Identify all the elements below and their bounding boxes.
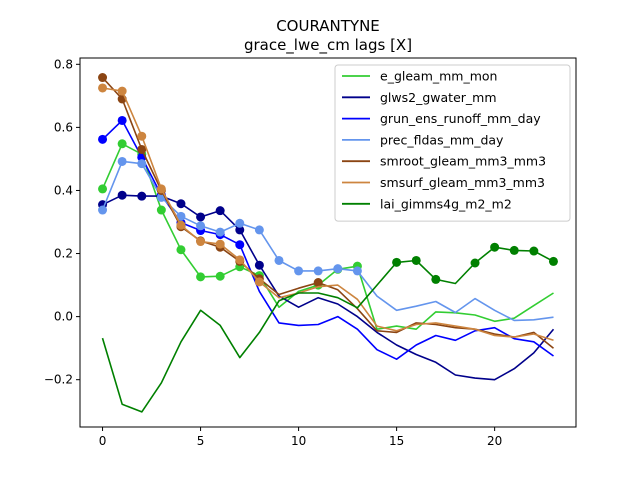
y-tick-label: 0.8 <box>54 57 73 71</box>
data-point <box>196 221 206 231</box>
y-axis: −0.2 0.0 0.2 0.4 0.6 0.8 <box>44 57 80 387</box>
data-point <box>176 199 186 209</box>
plot-frame <box>79 57 577 428</box>
legend-box <box>334 64 571 222</box>
legend-label: lai_gimms4g_m2_m2 <box>380 196 512 211</box>
x-tick-label: 0 <box>99 434 107 448</box>
data-point <box>470 258 480 268</box>
legend-label: smsurf_gleam_mm3_mm3 <box>380 175 545 190</box>
data-point <box>117 86 127 96</box>
data-point <box>117 156 127 166</box>
data-point <box>235 240 245 250</box>
data-point <box>176 211 186 221</box>
x-tick-label: 15 <box>389 434 404 448</box>
data-point <box>117 190 127 200</box>
data-point <box>509 245 519 255</box>
data-point <box>235 218 245 228</box>
legend-label: prec_fldas_mm_day <box>380 132 504 147</box>
x-axis: 0 5 10 15 20 <box>99 427 502 448</box>
data-point <box>333 264 343 274</box>
series-layer <box>98 73 558 413</box>
data-point <box>137 159 147 169</box>
data-point <box>137 191 147 201</box>
data-point <box>176 245 186 255</box>
legend-label: glws2_gwater_mm <box>380 90 497 105</box>
data-point <box>431 274 441 284</box>
data-point <box>98 205 108 215</box>
data-point <box>313 266 323 276</box>
data-point <box>411 255 421 265</box>
data-point <box>548 256 558 266</box>
data-point <box>235 225 245 235</box>
data-point <box>294 266 304 276</box>
data-point <box>196 212 206 222</box>
x-tick-label: 5 <box>197 434 205 448</box>
y-tick-label: 0.2 <box>54 247 73 261</box>
series-line-smsurf_gleam_mm3_mm3 <box>102 87 554 342</box>
data-point <box>176 220 186 230</box>
y-tick-label: −0.2 <box>44 373 73 387</box>
data-point <box>196 272 206 282</box>
data-point <box>117 115 127 125</box>
y-tick-label: 0.6 <box>54 120 73 134</box>
data-point <box>137 131 147 141</box>
data-point <box>529 246 539 256</box>
data-point <box>254 260 264 270</box>
data-point <box>98 184 108 194</box>
data-point <box>117 139 127 149</box>
legend-label: grun_ens_runoff_mm_day <box>380 111 541 126</box>
data-point <box>98 73 108 83</box>
data-point <box>274 255 284 265</box>
chart-subtitle: grace_lwe_cm lags [X] <box>244 36 412 55</box>
data-point <box>196 237 206 247</box>
y-tick-label: 0.4 <box>54 183 73 197</box>
series-line-e_gleam_mm_mon <box>101 143 554 331</box>
data-point <box>490 242 500 252</box>
data-point <box>215 206 225 216</box>
legend-label: e_gleam_mm_mon <box>380 69 497 84</box>
data-point <box>156 205 166 215</box>
legend-label: smroot_gleam_mm3_mm3 <box>380 154 546 169</box>
legend: e_gleam_mm_mon glws2_gwater_mm grun_ens_ru… <box>334 64 571 222</box>
series-line-glws2_gwater_mm <box>102 194 555 381</box>
data-point <box>313 278 323 288</box>
data-point <box>254 225 264 235</box>
data-point <box>156 184 166 194</box>
series-line-prec_fldas_mm_day <box>101 160 554 322</box>
data-point <box>98 83 108 93</box>
data-point <box>392 257 402 267</box>
data-point <box>215 239 225 249</box>
data-point <box>215 271 225 281</box>
data-point <box>235 255 245 265</box>
data-point <box>215 227 225 237</box>
data-point <box>137 144 147 154</box>
data-point <box>98 134 108 144</box>
data-point <box>254 277 264 287</box>
y-tick-label: 0.0 <box>54 310 73 324</box>
x-tick-label: 20 <box>487 434 502 448</box>
data-point <box>352 266 362 276</box>
x-tick-label: 10 <box>291 434 306 448</box>
chart-title: COURANTYNE <box>276 17 380 35</box>
